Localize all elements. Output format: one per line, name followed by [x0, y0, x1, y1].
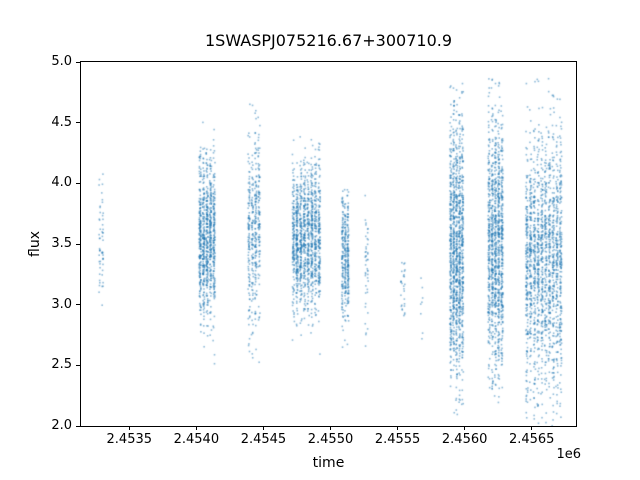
x-axis-offset-label: 1e6 [556, 447, 581, 462]
x-tick-label: 2.4545 [240, 432, 287, 447]
y-tick-label: 3.0 [51, 296, 72, 312]
x-tick-label: 2.4540 [173, 432, 220, 447]
x-tick-mark [195, 426, 197, 430]
x-tick-mark [128, 426, 130, 430]
y-tick-label: 4.5 [51, 114, 72, 130]
y-tick-label: 4.0 [51, 175, 72, 191]
x-tick-label: 2.4555 [374, 432, 421, 447]
y-tick-label: 2.0 [51, 418, 72, 433]
x-axis-label: time [312, 455, 345, 471]
y-tick-mark [76, 425, 80, 427]
x-tick-mark [330, 426, 331, 430]
x-tick-label: 2.4560 [441, 432, 488, 447]
plot-area [80, 61, 577, 427]
y-tick-label: 2.5 [51, 357, 72, 373]
x-tick-mark [464, 426, 466, 430]
y-tick-mark [76, 304, 80, 306]
x-tick-label: 2.4565 [508, 432, 555, 447]
x-tick-label: 2.4550 [307, 432, 354, 447]
y-tick-label: 3.5 [51, 236, 72, 251]
scatter-canvas [81, 62, 576, 426]
x-tick-mark [531, 426, 533, 430]
y-tick-mark [76, 182, 80, 184]
x-tick-label: 2.4535 [106, 432, 153, 447]
y-tick-mark [76, 243, 80, 245]
chart-title: 1SWASPJ075216.67+300710.9 [204, 31, 453, 50]
x-tick-mark [262, 426, 264, 430]
y-tick-mark [76, 364, 80, 366]
y-tick-label: 5.0 [51, 54, 72, 69]
y-tick-mark [76, 61, 80, 63]
x-tick-mark [397, 426, 399, 430]
y-tick-mark [76, 122, 80, 124]
